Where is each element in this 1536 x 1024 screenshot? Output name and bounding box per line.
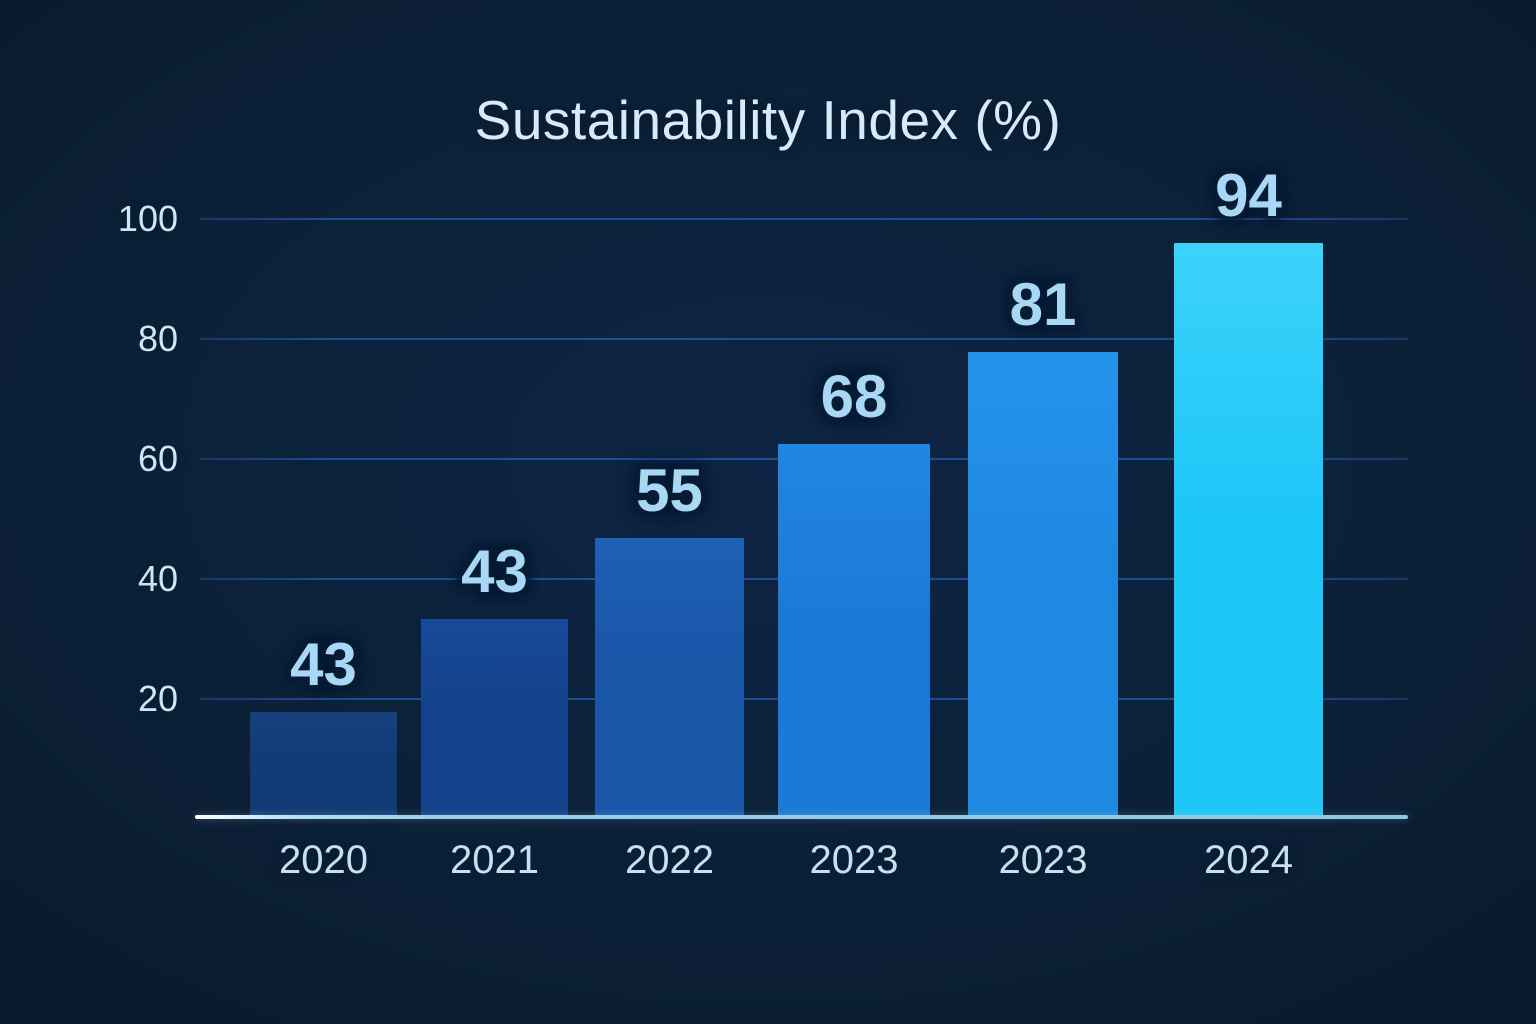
chart-title: Sustainability Index (%) (474, 89, 1062, 151)
bar-value-label: 43 (461, 538, 528, 605)
x-axis-tick-label: 2021 (450, 838, 539, 882)
bar (968, 352, 1118, 817)
x-axis-line (195, 815, 1408, 819)
gridline (200, 338, 1408, 340)
bar-value-label: 81 (1009, 271, 1077, 338)
x-axis-tick-label: 2024 (1204, 838, 1293, 882)
bar-value-label: 94 (1215, 162, 1282, 229)
bar-value-label: 55 (636, 457, 703, 524)
bar-value-label: 68 (820, 363, 888, 430)
bar (778, 444, 930, 817)
y-axis-tick-label: 100 (117, 198, 178, 239)
bar (250, 712, 397, 817)
y-axis-tick-label: 60 (137, 438, 178, 479)
x-axis-tick-label: 2023 (998, 838, 1088, 882)
bar-value-label: 43 (290, 631, 357, 698)
bar (421, 619, 568, 817)
y-axis-tick-label: 40 (137, 558, 178, 599)
gridline (200, 218, 1408, 220)
x-axis-tick-label: 2023 (809, 838, 899, 882)
bar (1174, 243, 1323, 817)
x-axis-tick-label: 2022 (625, 838, 714, 882)
y-axis-tick-label: 20 (137, 678, 178, 719)
bar (595, 538, 744, 817)
y-axis-tick-label: 80 (137, 318, 178, 359)
x-axis-tick-label: 2020 (279, 838, 368, 882)
